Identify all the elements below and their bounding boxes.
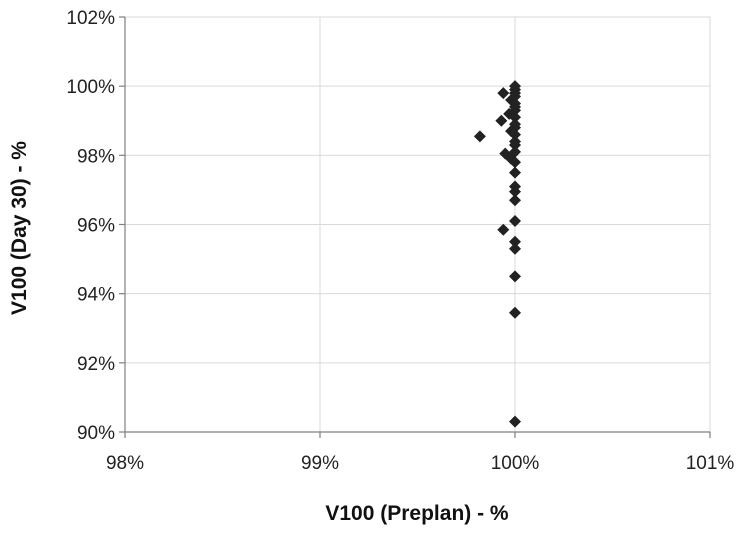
- data-point: [509, 270, 521, 283]
- y-tick-label: 94%: [77, 285, 115, 306]
- data-points: [473, 80, 521, 428]
- y-tick-label: 92%: [77, 354, 115, 375]
- data-point: [509, 138, 521, 151]
- y-axis-title: V100 (Day 30) - %: [8, 141, 31, 315]
- x-tick-label: 101%: [686, 453, 735, 474]
- axis-layer: [119, 16, 711, 438]
- x-tick-label: 99%: [301, 453, 339, 474]
- data-point: [509, 185, 521, 198]
- data-point: [509, 242, 521, 255]
- data-point: [509, 194, 521, 207]
- data-point: [473, 130, 486, 143]
- tick-label-layer: 90% 92% 94% 96% 98% 100% 102% 98% 99% 100% 101%: [66, 8, 734, 474]
- data-point: [509, 128, 521, 141]
- data-point: [503, 107, 516, 120]
- y-tick-label: 98%: [77, 146, 115, 167]
- data-point: [509, 235, 521, 248]
- data-point: [509, 166, 521, 179]
- x-axis-title: V100 (Preplan) - %: [325, 502, 509, 525]
- data-point: [509, 415, 521, 428]
- data-point: [495, 114, 508, 127]
- data-point: [509, 121, 521, 134]
- y-tick-label: 102%: [66, 8, 115, 29]
- data-point: [497, 87, 510, 100]
- data-point: [509, 156, 521, 169]
- data-point: [509, 215, 521, 228]
- y-tick-label: 90%: [77, 423, 115, 444]
- x-tick-label: 98%: [106, 453, 144, 474]
- data-point: [509, 306, 521, 319]
- x-tick-label: 100%: [491, 453, 540, 474]
- y-tick-label: 100%: [66, 77, 115, 98]
- data-point: [509, 111, 521, 124]
- grid-layer: [125, 16, 711, 432]
- data-point: [497, 223, 510, 236]
- y-tick-label: 96%: [77, 216, 115, 237]
